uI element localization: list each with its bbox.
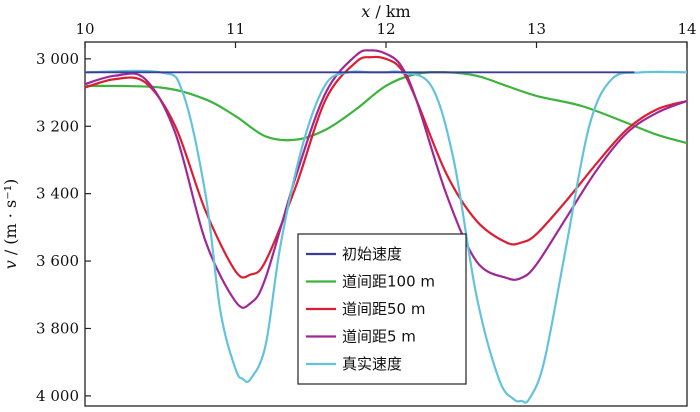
y-tick-label: 3 200 (36, 117, 79, 135)
x-tick-label: 10 (75, 20, 94, 38)
y-tick-label: 3 000 (36, 50, 79, 68)
series-layer (84, 49, 688, 404)
x-axis-unit: / km (370, 2, 410, 21)
legend-label-0: 初始速度 (342, 245, 402, 263)
y-tick-label: 3 400 (36, 185, 79, 203)
y-tick-label: 4 000 (36, 387, 79, 405)
x-tick-label: 14 (677, 20, 696, 38)
legend-label-1: 道间距100 m (342, 273, 435, 291)
series-line-2 (84, 55, 688, 279)
legend-label-4: 真实速度 (342, 355, 402, 373)
x-tick-label: 13 (527, 20, 546, 38)
y-tick-label: 3 600 (36, 252, 79, 270)
y-axis-variable: v (1, 260, 20, 269)
legend-label-2: 道间距50 m (342, 300, 425, 318)
series-line-1 (84, 71, 688, 145)
x-tick-label: 12 (376, 20, 395, 38)
legend-label-3: 道间距5 m (342, 328, 416, 346)
y-tick-label: 3 800 (36, 319, 79, 337)
ticks-layer: 10 11 12 13 14 3 000 3 200 3 400 3 600 3 800 4 000 (36, 20, 697, 405)
series-line-3 (84, 49, 688, 309)
x-axis-title: x / km (361, 2, 410, 21)
y-axis-unit: / (m · s⁻¹) (1, 179, 20, 261)
x-axis-variable: x (361, 2, 370, 21)
y-axis-title: v / (m · s⁻¹) (1, 179, 20, 270)
x-tick-label: 11 (226, 20, 245, 38)
